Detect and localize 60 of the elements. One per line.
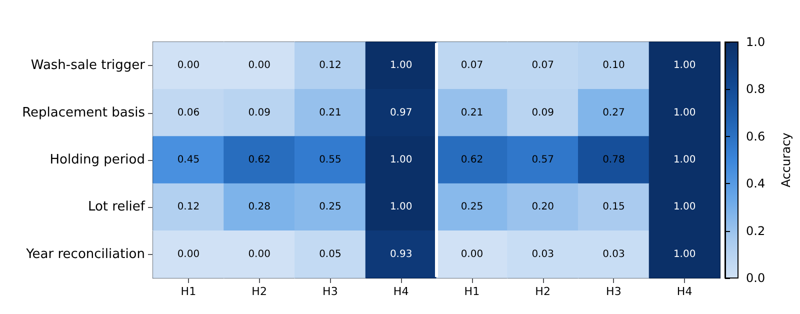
color-bar-label: 0.8 (746, 82, 766, 96)
y-tick-label: Year reconciliation (25, 246, 145, 262)
y-tick-label: Wash-sale trigger (30, 58, 146, 74)
x-tick-label: H3 (606, 285, 622, 298)
x-tick-label: H2 (535, 285, 550, 298)
data-label: 1.00 (673, 60, 696, 72)
data-label: 0.09 (248, 107, 270, 118)
y-tick-label: Lot relief (88, 200, 146, 215)
y-tick-label: Holding period (50, 152, 145, 168)
x-tick-label: H4 (676, 285, 692, 298)
data-label: 0.27 (602, 107, 625, 118)
x-tick-label: H2 (252, 285, 267, 298)
color-bar-label: 0.0 (746, 271, 766, 285)
x-tick-label: H1 (464, 285, 480, 298)
data-label: 1.00 (673, 154, 696, 166)
data-label: 0.00 (460, 248, 484, 260)
x-tick-label: H3 (322, 285, 338, 298)
data-label: 0.15 (602, 202, 625, 213)
data-label: 0.09 (532, 107, 554, 118)
color-bar-title: Accuracy (779, 132, 793, 188)
color-bar-label: 0.6 (746, 129, 766, 144)
color-bar-label: 1.0 (746, 35, 766, 49)
color-bar-label: 0.2 (746, 224, 766, 238)
data-label: 0.20 (532, 202, 554, 213)
data-label: 0.25 (460, 202, 484, 213)
data-label: 0.00 (177, 248, 200, 260)
y-tick-label: Replacement basis (22, 105, 146, 120)
data-label: 1.00 (390, 60, 412, 72)
data-label: 0.25 (319, 202, 342, 213)
data-label: 0.03 (602, 248, 625, 260)
data-label: 0.05 (319, 248, 342, 260)
data-label: 0.00 (177, 60, 200, 72)
data-label: 0.62 (460, 154, 484, 166)
data-label: 0.10 (602, 60, 625, 72)
data-label: 0.03 (532, 248, 554, 260)
data-label: 0.12 (319, 60, 342, 72)
data-label: 0.21 (460, 107, 484, 118)
data-label: 1.00 (673, 107, 696, 118)
x-tick-label: H1 (180, 285, 196, 298)
data-label: 1.00 (390, 202, 412, 213)
x-tick-label: H4 (393, 285, 409, 298)
data-label: 0.12 (177, 202, 200, 213)
data-label: 1.00 (390, 154, 412, 166)
data-label: 0.55 (319, 154, 342, 166)
data-label: 1.00 (673, 248, 696, 260)
data-label: 0.07 (532, 60, 554, 72)
data-label: 0.45 (177, 154, 200, 166)
data-label: 0.97 (390, 107, 412, 118)
data-label: 0.07 (460, 60, 484, 72)
data-label: 0.62 (248, 154, 270, 166)
data-label: 0.93 (390, 248, 412, 260)
color-bar-label: 0.4 (746, 176, 766, 191)
data-label: 0.00 (248, 248, 270, 260)
data-label: 0.06 (177, 107, 200, 118)
data-label: 0.57 (532, 154, 554, 166)
data-label: 1.00 (673, 202, 696, 213)
data-label: 0.78 (602, 154, 625, 166)
data-label: 0.00 (248, 60, 270, 72)
data-label: 0.21 (319, 107, 342, 118)
data-label: 0.28 (248, 202, 270, 213)
